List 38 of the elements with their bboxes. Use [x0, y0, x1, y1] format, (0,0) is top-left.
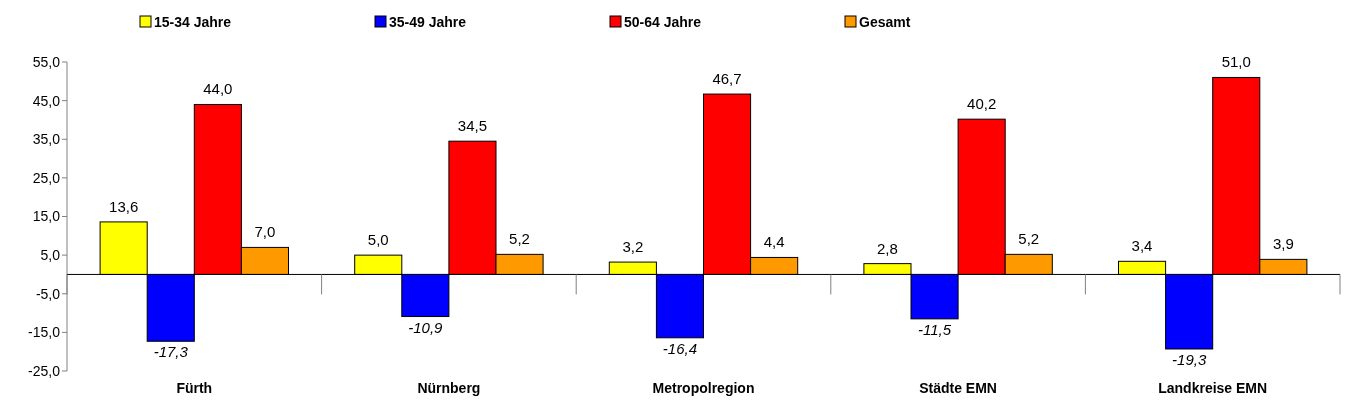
x-tick-label: Nürnberg: [417, 380, 481, 396]
data-label: 5,0: [367, 231, 389, 249]
y-tick-label: 45,0: [32, 92, 61, 109]
x-tick-label: Landkreise EMN: [1158, 380, 1268, 396]
legend-label: 50-64 Jahre: [624, 13, 702, 30]
data-label: -10,9: [408, 318, 444, 336]
y-tick-label: -25,0: [28, 362, 61, 379]
data-label: 46,7: [712, 70, 742, 88]
data-label: 40,2: [967, 95, 997, 113]
y-tick-label: 35,0: [32, 131, 61, 148]
legend-label: 35-49 Jahre: [389, 13, 467, 30]
x-tick-label: Städte EMN: [919, 380, 997, 396]
data-label: -11,5: [918, 320, 952, 338]
data-label: 5,2: [1018, 230, 1040, 248]
data-label: 2,8: [877, 239, 898, 257]
data-label: 7,0: [254, 223, 276, 241]
data-label: 34,5: [457, 117, 488, 135]
x-tick-label: Metropolregion: [652, 380, 755, 396]
data-label: -16,4: [662, 339, 698, 357]
y-tick-label: -15,0: [28, 324, 61, 341]
data-label: 5,2: [509, 230, 530, 248]
data-label: 3,4: [1131, 237, 1153, 255]
data-label: 13,6: [109, 197, 139, 215]
data-label: 51,0: [1221, 53, 1251, 71]
data-label: 3,2: [622, 238, 644, 256]
x-tick-label: Fürth: [176, 380, 213, 396]
data-label: 44,0: [203, 80, 233, 98]
legend-label: 15-34 Jahre: [154, 13, 232, 30]
data-label: -17,3: [153, 343, 189, 361]
y-tick-label: -5,0: [35, 285, 61, 302]
data-label: 3,9: [1272, 235, 1294, 253]
y-tick-label: 5,0: [40, 247, 61, 264]
data-label: 4,4: [763, 233, 785, 251]
y-tick-label: 25,0: [32, 169, 61, 186]
legend-label: Gesamt: [859, 13, 911, 30]
data-label: -19,3: [1172, 350, 1207, 368]
y-tick-label: 55,0: [32, 53, 61, 70]
y-tick-label: 15,0: [32, 208, 61, 225]
